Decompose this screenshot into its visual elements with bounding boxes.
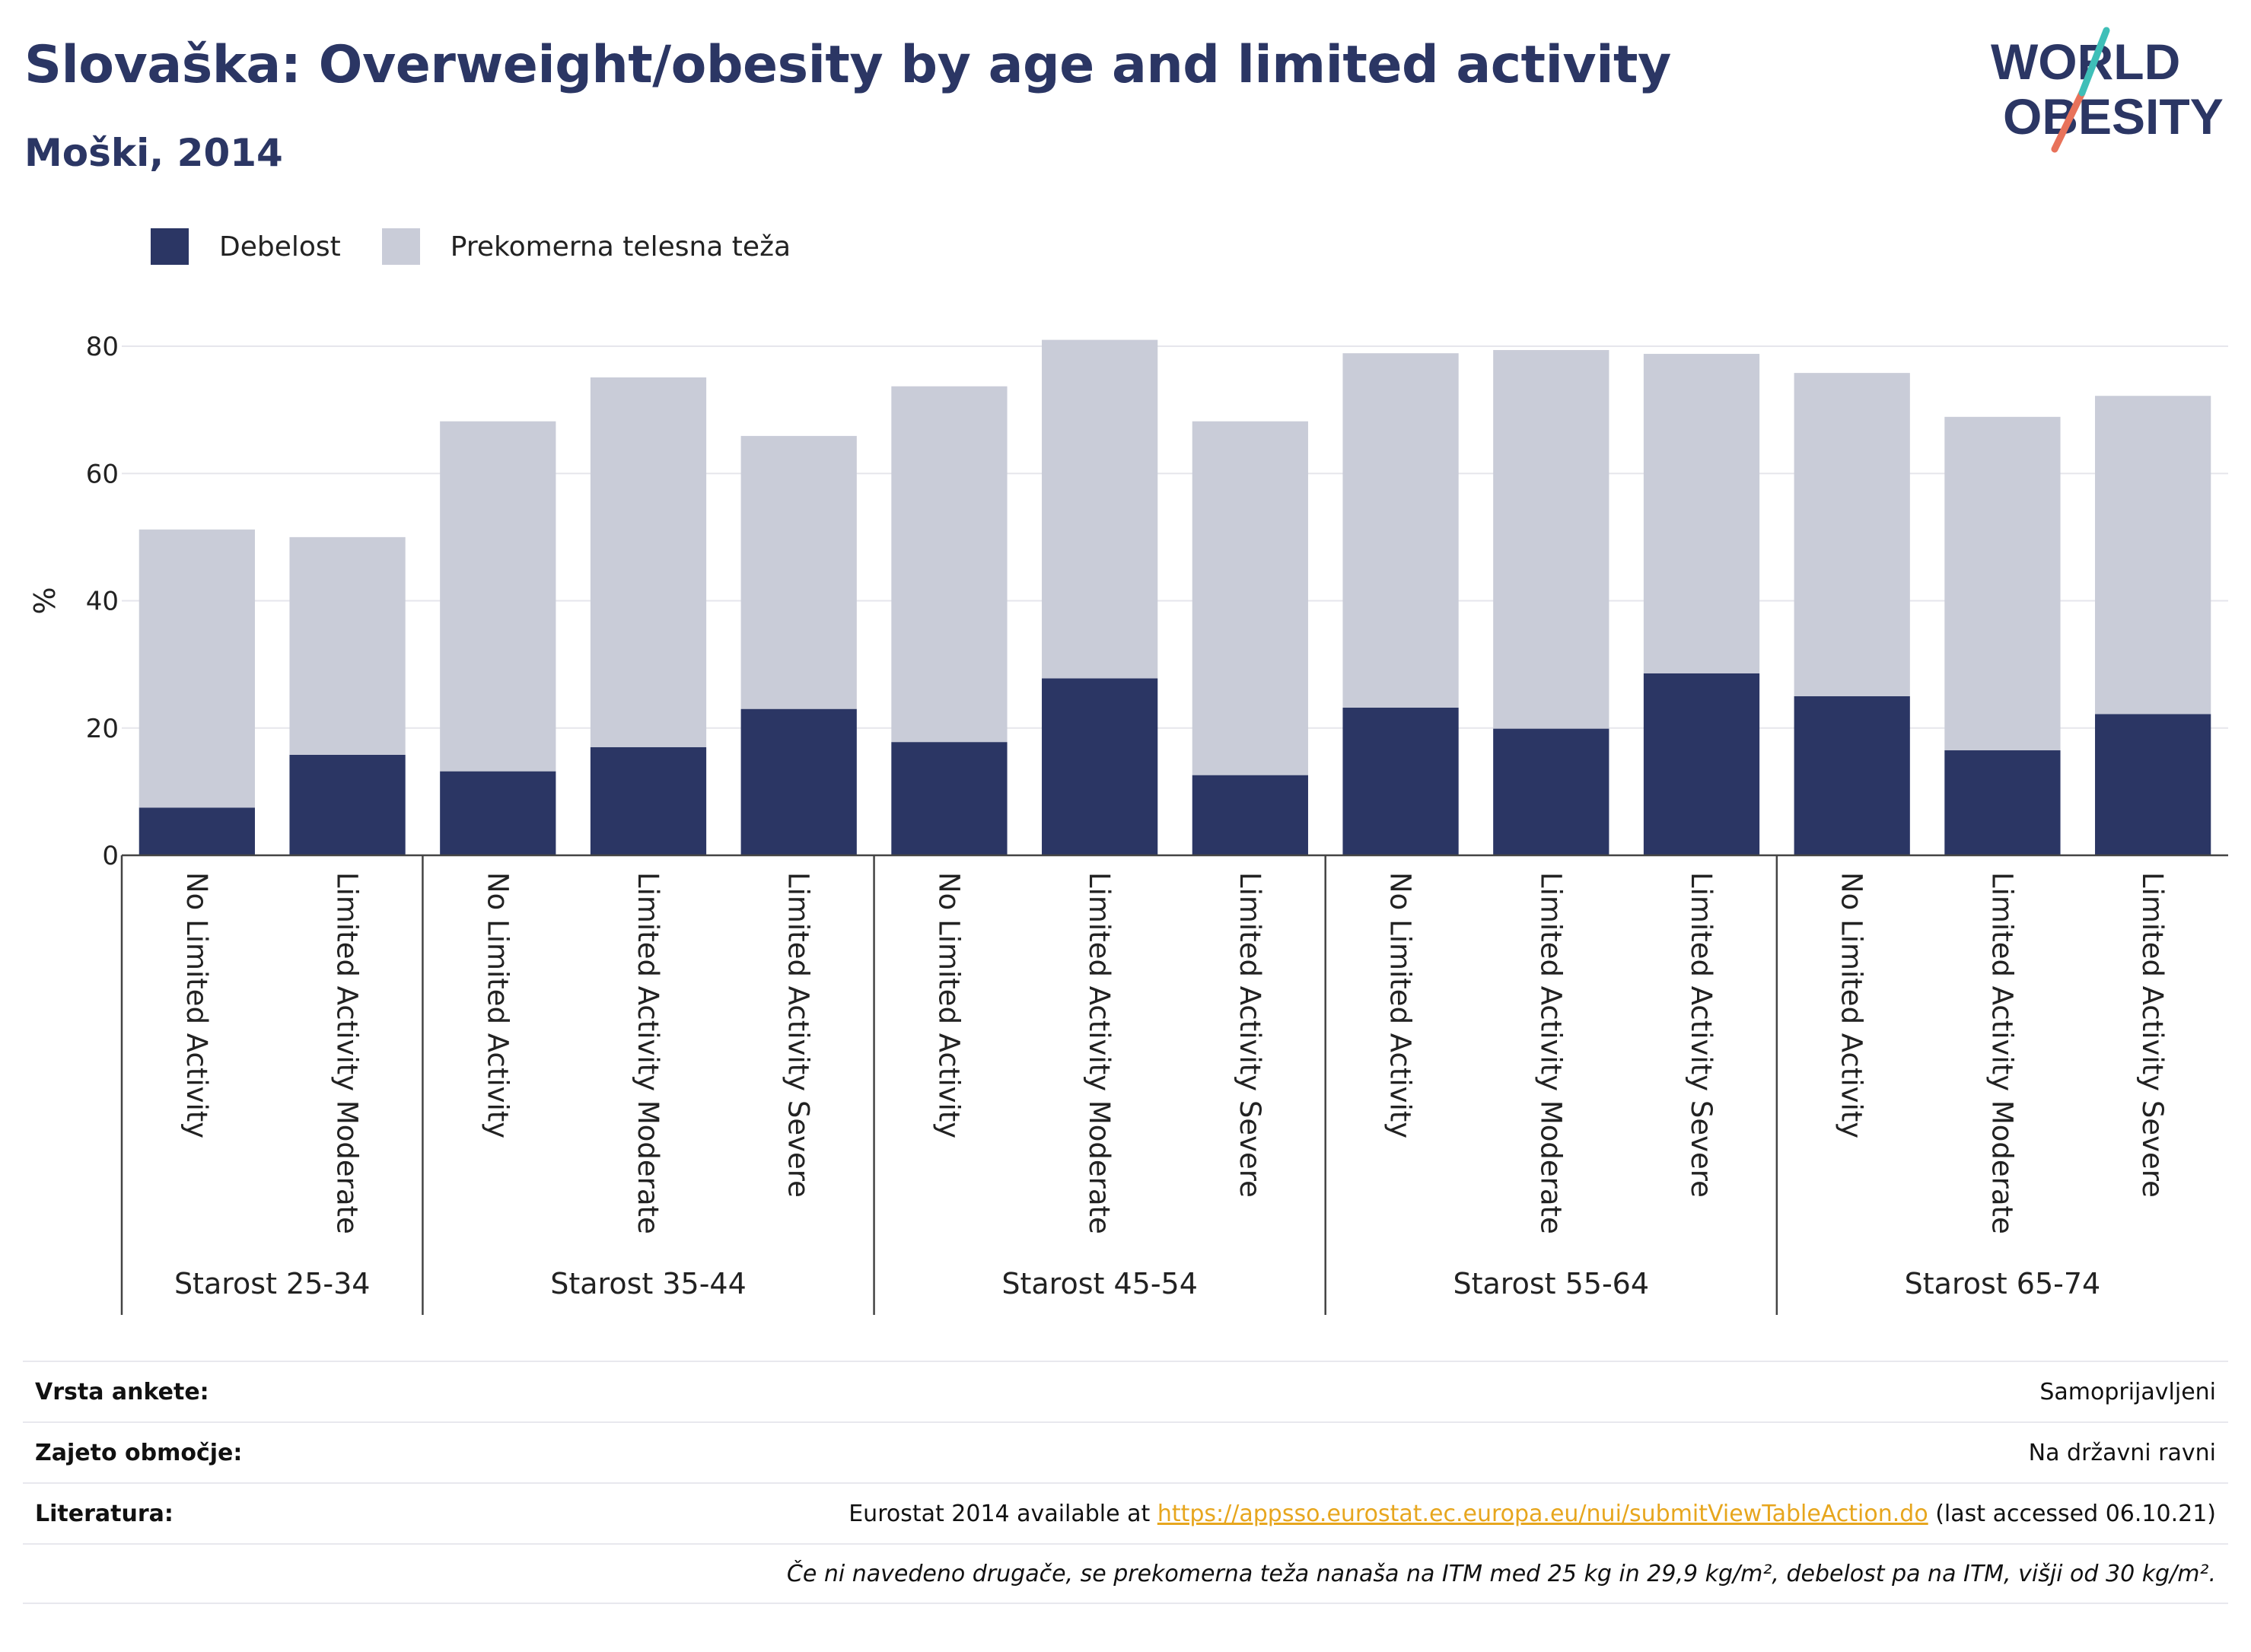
footer-row-note: Če ni navedeno drugače, se prekomerna te… bbox=[23, 1543, 2228, 1604]
legend-label: Prekomerna telesna teža bbox=[450, 231, 791, 263]
legend-swatch bbox=[151, 228, 189, 265]
footer-row-survey: Vrsta ankete: Samoprijavljeni bbox=[23, 1361, 2228, 1421]
bar-debelost bbox=[740, 708, 857, 855]
bar-debelost bbox=[138, 807, 255, 855]
bar-debelost bbox=[1042, 678, 1158, 855]
footer-row-coverage: Zajeto območje: Na državni ravni bbox=[23, 1421, 2228, 1482]
survey-value: Samoprijavljeni bbox=[2039, 1378, 2216, 1405]
legend-swatch bbox=[381, 228, 420, 265]
definition-note: Če ni navedeno drugače, se prekomerna te… bbox=[786, 1560, 2216, 1587]
x-category-label: Limited Activity Moderate bbox=[1083, 872, 1116, 1234]
world-obesity-logo: WORLD OBESITY bbox=[1991, 27, 2224, 153]
y-tick-label: 0 bbox=[102, 841, 119, 871]
bar-prekomerna bbox=[289, 536, 406, 755]
bar-debelost bbox=[1493, 728, 1609, 855]
bar-debelost bbox=[590, 746, 707, 855]
x-category-label: No Limited Activity bbox=[932, 872, 965, 1138]
stacked-bar-chart: 0 20 40 60 80% No Limited Activity Limited Act… bbox=[28, 332, 2228, 1315]
x-category-label: No Limited Activity bbox=[1836, 872, 1868, 1138]
coverage-label: Zajeto območje: bbox=[35, 1439, 243, 1466]
chart-footer: Vrsta ankete: Samoprijavljeni Zajeto obm… bbox=[23, 1361, 2228, 1604]
bar-debelost bbox=[1192, 775, 1308, 855]
bar-debelost bbox=[2095, 714, 2211, 855]
x-group-label: Starost 25-34 bbox=[174, 1267, 371, 1300]
x-category-label: No Limited Activity bbox=[1384, 872, 1417, 1138]
x-category-label: No Limited Activity bbox=[481, 872, 514, 1138]
x-group-label: Starost 65-74 bbox=[1905, 1267, 2101, 1300]
legend-item-prekomerna: Prekomerna telesna teža bbox=[381, 228, 791, 265]
y-tick-label: 20 bbox=[86, 714, 119, 744]
bar-prekomerna bbox=[740, 435, 857, 709]
y-axis-label: % bbox=[28, 587, 62, 614]
legend-item-debelost: Debelost bbox=[151, 228, 341, 265]
bar-prekomerna bbox=[891, 386, 1008, 743]
legend-label: Debelost bbox=[219, 231, 341, 263]
y-tick-label: 80 bbox=[86, 332, 119, 362]
y-tick-label: 60 bbox=[86, 459, 119, 489]
x-category-label: Limited Activity Severe bbox=[782, 872, 815, 1198]
bar-prekomerna bbox=[1944, 416, 2061, 751]
page-title: Slovaška: Overweight/obesity by age and … bbox=[24, 35, 1671, 95]
x-group-label: Starost 45-54 bbox=[1001, 1267, 1198, 1300]
x-category-label: Limited Activity Moderate bbox=[632, 872, 664, 1234]
bar-debelost bbox=[891, 742, 1008, 855]
bar-prekomerna bbox=[1493, 350, 1609, 729]
bar-prekomerna bbox=[1342, 353, 1459, 708]
bar-debelost bbox=[1643, 673, 1760, 855]
logo-line-2: OBESITY bbox=[2003, 88, 2224, 145]
x-category-label: Limited Activity Severe bbox=[1685, 872, 1718, 1198]
x-category-label: Limited Activity Severe bbox=[1234, 872, 1266, 1198]
reference-value: Eurostat 2014 available at https://appss… bbox=[849, 1501, 2216, 1527]
reference-suffix: (last accessed 06.10.21) bbox=[1928, 1500, 2216, 1527]
x-group-label: Starost 35-44 bbox=[550, 1267, 747, 1300]
y-tick-label: 40 bbox=[86, 587, 119, 617]
bar-prekomerna bbox=[1042, 339, 1158, 679]
coverage-value: Na državni ravni bbox=[2028, 1439, 2216, 1466]
chart-legend: Debelost Prekomerna telesna teža bbox=[151, 227, 832, 266]
reference-prefix: Eurostat 2014 available at bbox=[849, 1500, 1157, 1527]
reference-label: Literatura: bbox=[35, 1500, 174, 1527]
x-category-label: Limited Activity Moderate bbox=[1985, 872, 2018, 1234]
bar-debelost bbox=[1944, 750, 2061, 855]
page-subtitle: Moški, 2014 bbox=[24, 131, 283, 175]
bar-prekomerna bbox=[1643, 354, 1760, 673]
x-category-label: No Limited Activity bbox=[180, 872, 213, 1138]
bar-debelost bbox=[1794, 695, 1910, 855]
bar-prekomerna bbox=[1192, 421, 1308, 775]
footer-row-reference: Literatura: Eurostat 2014 available at h… bbox=[23, 1482, 2228, 1543]
x-category-label: Limited Activity Moderate bbox=[331, 872, 364, 1234]
bar-debelost bbox=[440, 771, 556, 855]
bar-prekomerna bbox=[2095, 396, 2211, 715]
bar-prekomerna bbox=[590, 377, 707, 747]
bar-debelost bbox=[289, 754, 406, 855]
bar-prekomerna bbox=[440, 421, 556, 772]
bar-debelost bbox=[1342, 707, 1459, 855]
survey-label: Vrsta ankete: bbox=[35, 1378, 209, 1405]
x-group-label: Starost 55-64 bbox=[1453, 1267, 1650, 1300]
x-category-label: Limited Activity Severe bbox=[2136, 872, 2169, 1198]
bar-prekomerna bbox=[138, 529, 255, 808]
bar-prekomerna bbox=[1794, 373, 1910, 696]
x-category-label: Limited Activity Moderate bbox=[1534, 872, 1567, 1234]
reference-link[interactable]: https://appsso.eurostat.ec.europa.eu/nui… bbox=[1157, 1500, 1928, 1527]
